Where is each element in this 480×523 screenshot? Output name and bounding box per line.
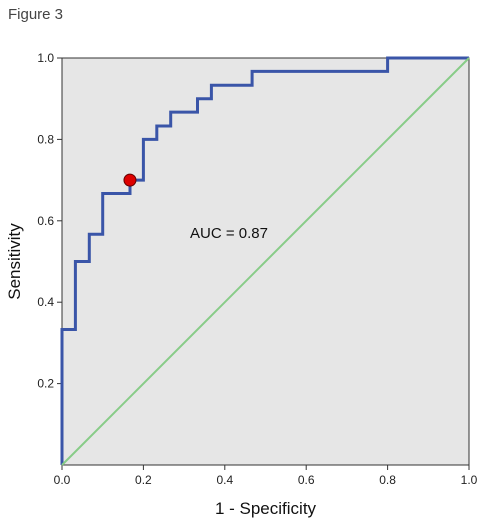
x-tick-label: 0.6: [298, 473, 315, 487]
figure-label: Figure 3: [8, 6, 64, 23]
x-tick-label: 0.8: [379, 473, 396, 487]
y-tick-label: 0.4: [37, 295, 54, 309]
x-tick-label: 1.0: [461, 473, 478, 487]
reference-diagonal-line: [61, 57, 470, 466]
y-axis-title: Sensitivity: [5, 223, 24, 300]
y-tick-label: 0.8: [37, 132, 54, 146]
auc-annotation: AUC = 0.87: [190, 225, 268, 242]
y-tick-label: 0.6: [37, 214, 54, 228]
roc-curve-line: [60, 56, 469, 465]
x-axis-title: 1 - Specificity: [215, 499, 317, 518]
x-tick-label: 0.0: [54, 473, 71, 487]
y-tick-label: 1.0: [37, 51, 54, 65]
x-tick-label: 0.2: [135, 473, 152, 487]
y-tick-label: 0.2: [37, 377, 54, 391]
optimal-cutoff-marker: [123, 173, 137, 187]
x-tick-label: 0.4: [216, 473, 233, 487]
